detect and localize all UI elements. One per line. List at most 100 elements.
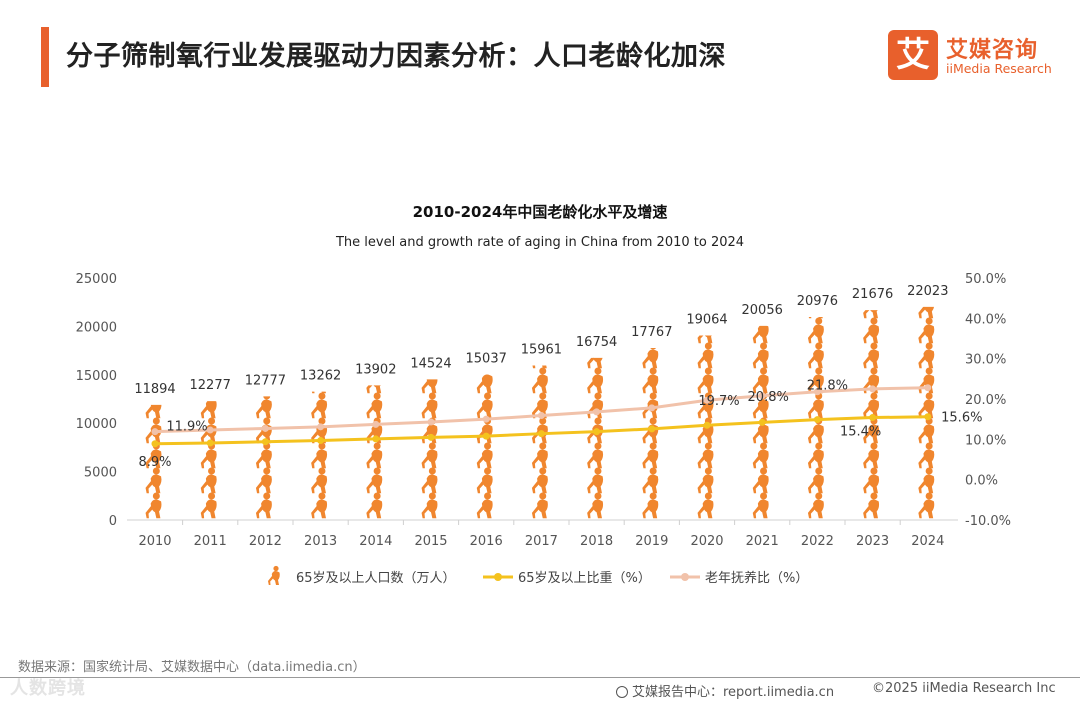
x-tick-label: 2010: [138, 534, 171, 549]
share-point: [427, 433, 435, 441]
legend-elder-icon: [268, 565, 280, 585]
x-tick-label: 2023: [856, 534, 889, 549]
elder-icon: [366, 392, 383, 419]
elder-icon: [697, 342, 714, 369]
x-tick-label: 2022: [801, 534, 834, 549]
population-bar: [366, 385, 383, 519]
elder-icon: [587, 492, 604, 519]
elder-icon: [807, 492, 824, 519]
population-bar-stack: [366, 385, 383, 519]
population-value-label: 21676: [852, 287, 893, 302]
legend-item-dependency[interactable]: 老年抚养比（%）: [670, 570, 808, 586]
right-tick-label: 30.0%: [965, 353, 1006, 368]
elder-icon: [421, 467, 438, 494]
legend-label-population: 65岁及以上人口数（万人）: [296, 571, 456, 586]
page-title: 分子筛制氧行业发展驱动力因素分析：人口老龄化加深: [66, 41, 726, 72]
rate-lines: [151, 384, 932, 448]
share-value-label: 8.9%: [138, 455, 171, 470]
x-tick-label: 2014: [359, 534, 392, 549]
elder-icon: [752, 442, 769, 469]
dependency-value-label: 19.7%: [698, 394, 739, 409]
dependency-value-label: 20.8%: [748, 390, 789, 405]
elder-icon: [200, 442, 217, 469]
elder-icon: [863, 442, 880, 469]
dependency-point: [261, 424, 269, 432]
elder-icon: [697, 492, 714, 519]
elder-icon: [366, 467, 383, 494]
elder-icon: [697, 467, 714, 494]
dependency-value-label: 21.8%: [807, 379, 848, 394]
legend-item-population[interactable]: 65岁及以上人口数（万人）: [268, 565, 456, 586]
elder-icon: [863, 492, 880, 519]
elder-icon: [421, 442, 438, 469]
population-value-label: 17767: [631, 325, 672, 340]
population-value-label: 11894: [134, 382, 175, 397]
elder-icon: [752, 467, 769, 494]
footer-copyright: ©2025 iiMedia Research Inc: [872, 681, 1056, 696]
elder-icon: [145, 492, 162, 519]
elder-icon: [807, 442, 824, 469]
population-bar: [807, 316, 824, 519]
population-value-label: 19064: [686, 312, 727, 327]
elder-icon: [807, 392, 824, 419]
share-point: [869, 414, 877, 422]
share-point: [151, 440, 159, 448]
legend-item-share[interactable]: 65岁及以上比重（%）: [483, 570, 651, 586]
elder-icon: [752, 342, 769, 369]
left-tick-label: 25000: [76, 272, 117, 287]
dependency-point: [758, 392, 766, 400]
footer-report-text: 艾媒报告中心：report.iimedia.cn: [632, 685, 835, 700]
footer-report-center[interactable]: 艾媒报告中心：report.iimedia.cn: [616, 681, 834, 700]
elder-icon: [311, 392, 328, 419]
share-point: [261, 438, 269, 446]
population-bar-stack: [642, 348, 659, 519]
elder-icon: [863, 467, 880, 494]
elder-icon: [255, 396, 272, 419]
x-tick-label: 2017: [525, 534, 558, 549]
elder-icon: [918, 492, 935, 519]
share-point: [206, 439, 214, 447]
x-tick-label: 2021: [746, 534, 779, 549]
elder-icon: [918, 342, 935, 369]
left-tick-label: 10000: [76, 417, 117, 432]
legend-share-dot-icon: [494, 573, 502, 581]
left-axis: 0 5000 10000 15000 20000 25000: [76, 272, 117, 529]
elder-icon: [587, 467, 604, 494]
population-value-label: 12277: [190, 378, 231, 393]
dependency-point: [206, 426, 214, 434]
elder-icon: [918, 317, 935, 344]
elder-icon: [531, 367, 548, 394]
share-point: [924, 413, 932, 421]
population-bar-stack: [697, 335, 714, 519]
elder-icon: [918, 467, 935, 494]
data-source: 数据来源：国家统计局、艾媒数据中心（data.iimedia.cn）: [18, 660, 366, 675]
share-point: [537, 430, 545, 438]
title-accent-bar: [41, 27, 49, 87]
elder-icon: [476, 492, 493, 519]
elder-icon: [752, 492, 769, 519]
left-tick-label: 15000: [76, 369, 117, 384]
dependency-point: [648, 404, 656, 412]
share-point: [482, 432, 490, 440]
share-point: [372, 435, 380, 443]
elder-icon: [145, 467, 162, 494]
x-tick-label: 2018: [580, 534, 613, 549]
logo-mark: 艾: [888, 30, 938, 80]
population-value-label: 13262: [300, 369, 341, 384]
x-tick-label: 2012: [249, 534, 282, 549]
population-value-label: 20976: [797, 294, 838, 309]
elder-icon: [642, 442, 659, 469]
chart-subtitle: The level and growth rate of aging in Ch…: [335, 235, 744, 250]
x-tick-label: 2015: [414, 534, 447, 549]
right-tick-label: 50.0%: [965, 272, 1006, 287]
elder-icon: [531, 442, 548, 469]
iimedia-logo: 艾 艾媒咨询 iiMedia Research: [888, 30, 1064, 82]
population-bar: [531, 365, 548, 519]
logo-english-name: iiMedia Research: [946, 61, 1052, 76]
x-tick-label: 2019: [635, 534, 668, 549]
right-tick-label: 0.0%: [965, 474, 998, 489]
elder-icon: [476, 392, 493, 419]
share-value-label: 15.6%: [941, 411, 982, 426]
elder-icon: [311, 442, 328, 469]
